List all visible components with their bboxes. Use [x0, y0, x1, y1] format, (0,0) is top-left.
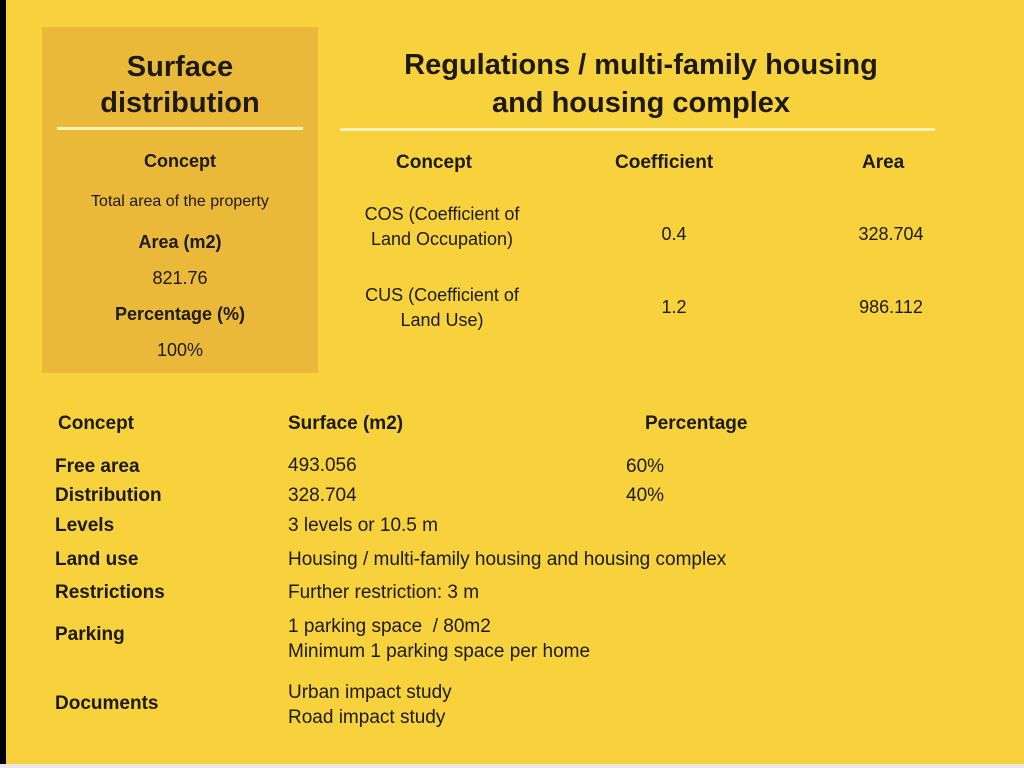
regulations-row-concept-line2: Land Use): [400, 310, 484, 330]
regulations-title-divider: [340, 128, 935, 131]
surface-title-divider: [57, 127, 303, 130]
details-row-label: Land use: [55, 549, 139, 570]
surface-title-line2: distribution: [100, 87, 260, 119]
details-row-value: Further restriction: 3 m: [288, 582, 480, 603]
regulations-title-line1: Regulations / multi-family housing: [404, 49, 878, 81]
details-row-value-line2: Road impact study: [288, 707, 446, 728]
surface-distribution-title: Surface distribution: [42, 49, 318, 121]
details-row-label: Distribution: [55, 485, 162, 506]
surface-concept-value: Total area of the property: [91, 193, 269, 210]
regulations-header-coefficient: Coefficient: [615, 152, 714, 173]
surface-distribution-panel: Surface distribution Concept Total area …: [42, 27, 318, 373]
details-row-percentage: 40%: [626, 485, 665, 506]
details-row-value: Urban impact study Road impact study: [288, 680, 452, 730]
details-row-value-line1: 1 parking space / 80m2: [288, 616, 491, 637]
details-row-value: 493.056: [288, 455, 357, 476]
surface-percentage-label: Percentage (%): [114, 304, 246, 324]
details-row-label: Levels: [55, 515, 115, 536]
slide: Surface distribution Concept Total area …: [6, 0, 1024, 764]
details-header-percentage: Percentage: [645, 413, 748, 434]
regulations-row-coefficient: 1.2: [661, 297, 687, 317]
details-header-concept: Concept: [58, 413, 134, 434]
details-row-value: Housing / multi-family housing and housi…: [288, 549, 727, 570]
regulations-row-concept-line1: COS (Coefficient of: [364, 204, 520, 224]
surface-concept-label: Concept: [144, 151, 216, 171]
regulations-row-concept-line2: Land Occupation): [370, 229, 514, 249]
regulations-row-area: 986.112: [859, 297, 923, 317]
regulations-header-area: Area: [862, 152, 905, 173]
details-row-value: 1 parking space / 80m2 Minimum 1 parking…: [288, 614, 590, 664]
details-row-label: Parking: [55, 624, 125, 645]
regulations-row-coefficient: 0.4: [661, 224, 687, 244]
surface-percentage-value: 100%: [156, 340, 204, 360]
details-row-value: 3 levels or 10.5 m: [288, 515, 438, 536]
surface-area-label: Area (m2): [138, 232, 222, 252]
regulations-title-line2: and housing complex: [491, 87, 791, 119]
regulations-row-concept-line1: CUS (Coefficient of: [365, 285, 519, 305]
regulations-row-concept: COS (Coefficient of Land Occupation): [332, 202, 552, 252]
details-row-label: Documents: [55, 693, 159, 714]
regulations-row-concept: CUS (Coefficient of Land Use): [332, 283, 552, 333]
details-header-surface: Surface (m2): [288, 413, 404, 434]
regulations-row-area: 328.704: [858, 224, 924, 244]
regulations-header-concept: Concept: [396, 152, 472, 173]
details-row-value-line2: Minimum 1 parking space per home: [288, 641, 591, 662]
bottom-border: [0, 764, 1024, 768]
details-row-label: Free area: [55, 456, 140, 477]
details-row-percentage: 60%: [626, 456, 665, 477]
surface-area-value: 821.76: [152, 268, 208, 288]
details-row-value: 328.704: [288, 485, 357, 506]
details-row-value-line1: Urban impact study: [288, 682, 452, 703]
surface-title-line1: Surface: [126, 51, 234, 83]
regulations-title: Regulations / multi-family housing and h…: [341, 46, 941, 122]
details-row-label: Restrictions: [55, 582, 165, 603]
